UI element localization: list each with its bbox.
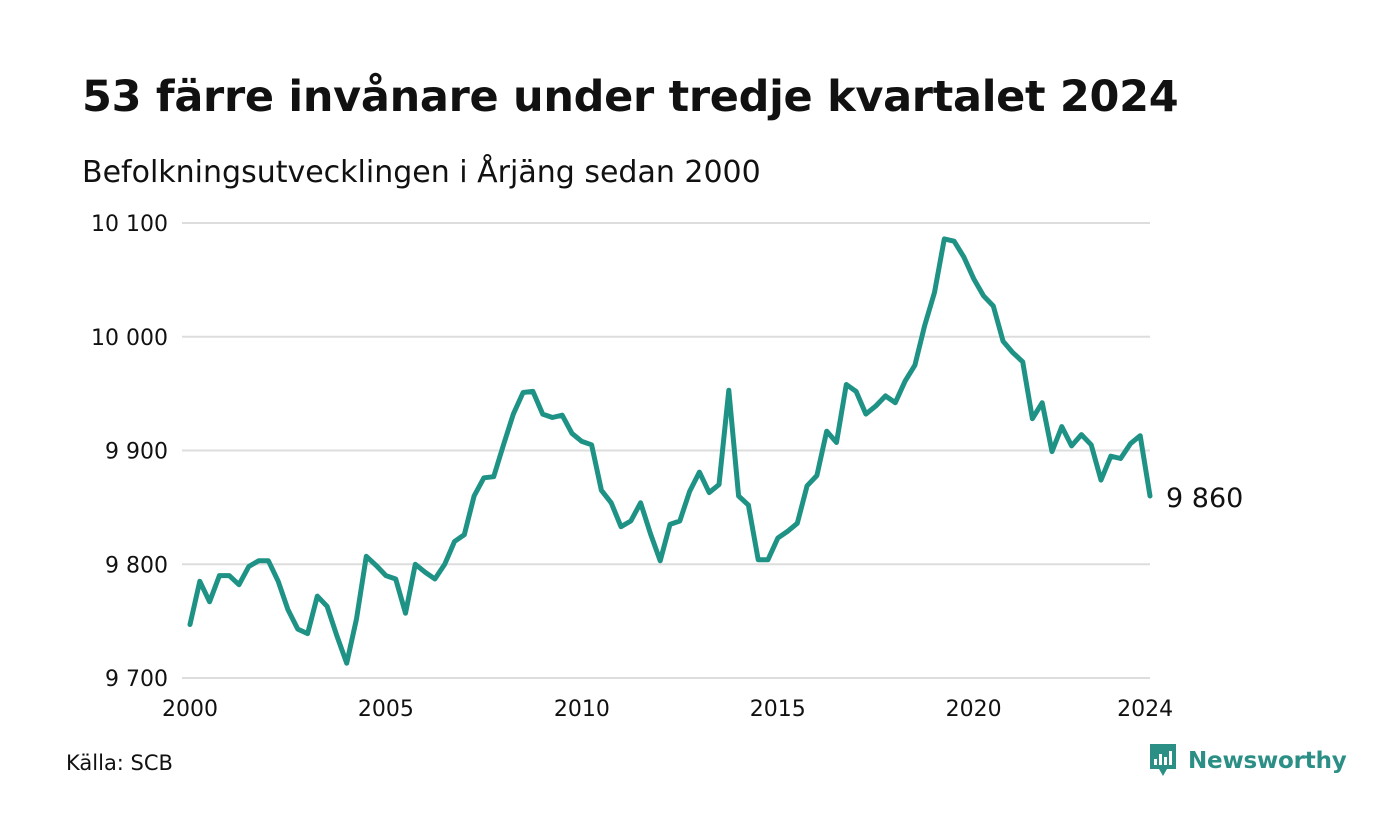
y-axis-tick-labels: 9 700 9 800 9 900 10 000 10 100 bbox=[91, 212, 168, 692]
x-tick-label: 2010 bbox=[554, 697, 610, 722]
source-label: Källa: SCB bbox=[66, 751, 173, 775]
y-tick-label: 9 900 bbox=[105, 440, 168, 465]
y-tick-label: 9 800 bbox=[105, 553, 168, 578]
chart-subtitle: Befolkningsutvecklingen i Årjäng sedan 2… bbox=[82, 155, 761, 190]
y-tick-label: 9 700 bbox=[105, 667, 168, 692]
x-tick-label: 2015 bbox=[750, 697, 806, 722]
series-line bbox=[187, 236, 1153, 666]
x-axis-tick-labels: 2000 2005 2010 2015 2020 2024 bbox=[162, 697, 1173, 722]
x-tick-label: 2024 bbox=[1117, 697, 1173, 722]
chart-title: 53 färre invånare under tredje kvartalet… bbox=[82, 72, 1179, 122]
x-tick-label: 2000 bbox=[162, 697, 218, 722]
end-value-label: 9 860 bbox=[1166, 483, 1243, 514]
gridlines bbox=[182, 222, 1150, 679]
end-label-layer: 9 860 bbox=[1166, 483, 1243, 514]
brand-logo-group[interactable]: Newsworthy bbox=[1148, 742, 1347, 780]
y-tick-label: 10 000 bbox=[91, 326, 168, 351]
newsworthy-chart-bubble-icon bbox=[1150, 744, 1176, 776]
x-tick-label: 2005 bbox=[358, 697, 414, 722]
brand-name: Newsworthy bbox=[1188, 748, 1347, 774]
series-layer bbox=[187, 236, 1153, 666]
y-tick-label: 10 100 bbox=[91, 212, 168, 237]
x-tick-label: 2020 bbox=[946, 697, 1002, 722]
